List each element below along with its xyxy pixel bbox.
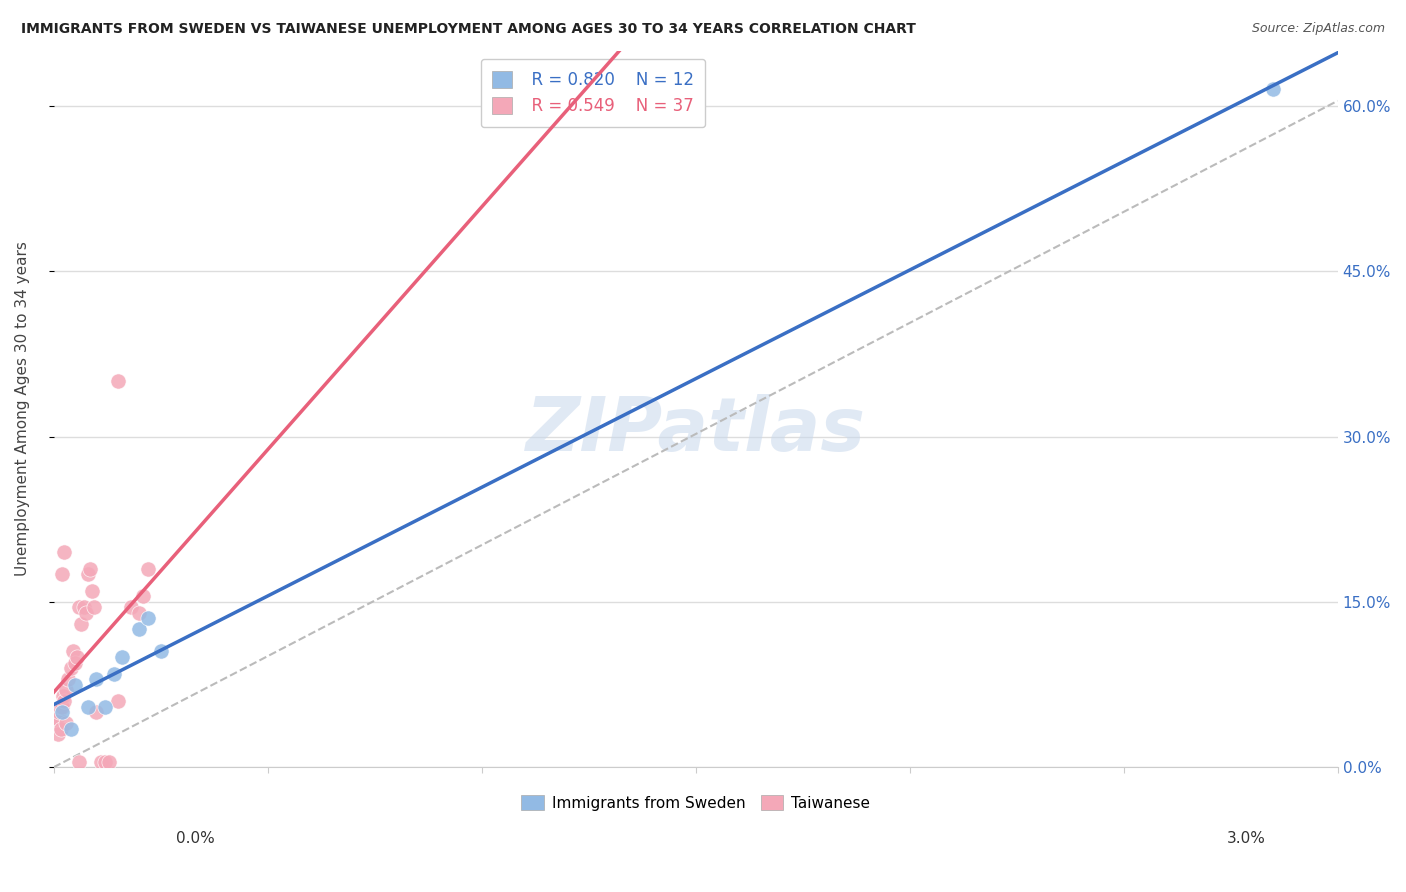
Point [51,567,73,582]
Point [90,755,112,769]
Point [56,672,79,686]
Point [48,705,70,719]
Point [66,650,89,665]
Legend: Immigrants from Sweden, Taiwanese: Immigrants from Sweden, Taiwanese [515,789,876,817]
Point [75,606,97,620]
Point [59,722,82,736]
Point [67,600,90,615]
Point [1263,82,1285,96]
Point [94,755,117,769]
Point [59,661,82,675]
Y-axis label: Unemployment Among Ages 30 to 34 years: Unemployment Among Ages 30 to 34 years [15,242,30,576]
Point [49,699,72,714]
Point [86,705,108,719]
Point [103,666,125,681]
Point [55,683,77,698]
Point [46,711,69,725]
Point [52,689,75,703]
Point [149,644,172,658]
Point [86,672,108,686]
Point [128,623,150,637]
Point [55,716,77,731]
Text: IMMIGRANTS FROM SWEDEN VS TAIWANESE UNEMPLOYMENT AMONG AGES 30 TO 34 YEARS CORRE: IMMIGRANTS FROM SWEDEN VS TAIWANESE UNEM… [21,22,915,37]
Point [72,600,94,615]
Point [51,699,73,714]
Point [46,727,69,741]
Point [79,562,101,576]
Text: Source: ZipAtlas.com: Source: ZipAtlas.com [1251,22,1385,36]
Point [132,590,155,604]
Point [136,611,159,625]
Point [62,644,84,658]
Point [83,600,105,615]
Point [98,755,121,769]
Point [76,567,98,582]
Point [76,699,98,714]
Point [94,699,117,714]
Point [51,705,73,719]
Point [82,583,104,598]
Point [128,606,150,620]
Point [107,694,129,708]
Point [136,562,159,576]
Point [70,616,93,631]
Point [45,716,67,731]
Point [63,677,86,691]
Text: ZIPatlas: ZIPatlas [526,394,866,467]
Point [111,650,134,665]
Text: 0.0%: 0.0% [176,831,215,846]
Point [120,600,142,615]
Point [53,545,76,559]
Point [63,656,86,670]
Point [67,755,90,769]
Point [49,722,72,736]
Text: 3.0%: 3.0% [1226,831,1265,846]
Point [107,375,129,389]
Point [53,694,76,708]
